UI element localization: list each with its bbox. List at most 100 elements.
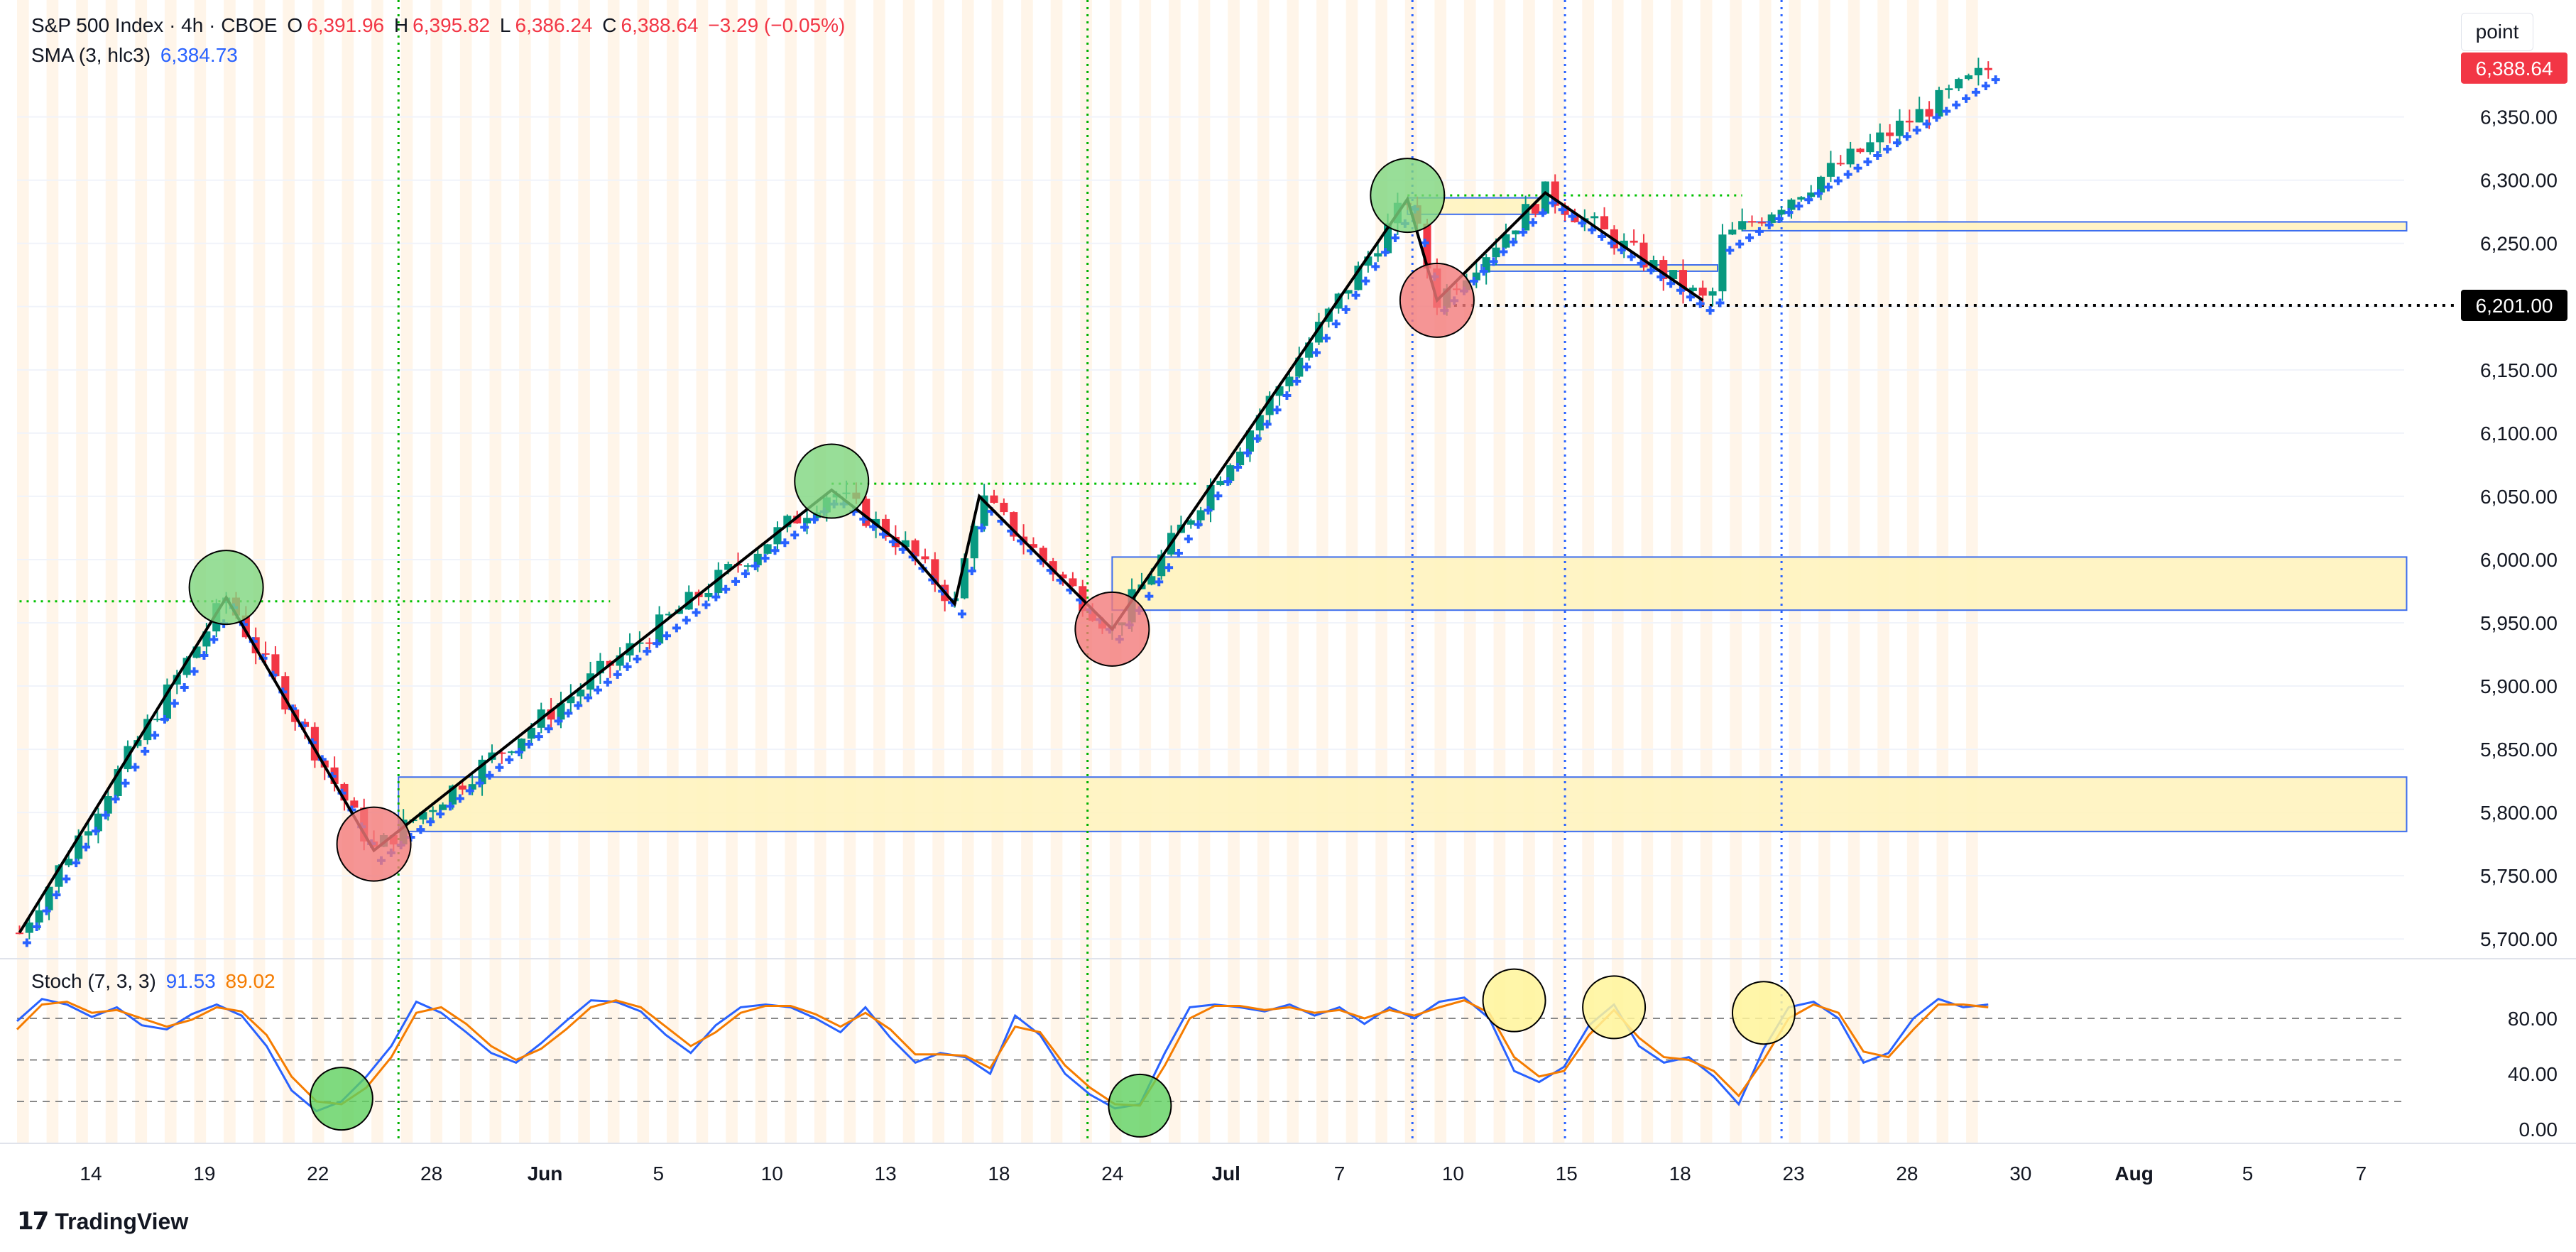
sma-cross — [1420, 239, 1429, 248]
candle-body — [1039, 548, 1047, 562]
sma-cross — [1745, 233, 1754, 242]
price-tick-label: 6,100.00 — [2480, 423, 2558, 445]
point-button[interactable]: point — [2461, 13, 2533, 51]
candle-body — [1945, 88, 1953, 90]
sma-cross — [1351, 290, 1360, 300]
candle-body — [1797, 197, 1806, 200]
sma-cross — [62, 874, 71, 883]
candle-body — [1157, 554, 1166, 577]
sma-cross — [1883, 145, 1892, 154]
session-stripe — [430, 0, 442, 1143]
price-axis[interactable]: 5,700.00 5,750.00 5,800.00 5,850.00 5,900.00… — [2461, 52, 2567, 1141]
time-tick-label: 24 — [1101, 1163, 1123, 1185]
sma-cross — [967, 566, 976, 575]
open-label: O — [287, 14, 303, 36]
sma-cross — [485, 771, 494, 780]
candle-body — [1826, 163, 1835, 177]
candle-body — [1059, 574, 1067, 579]
sma-cross — [22, 938, 31, 947]
session-stripe — [902, 0, 915, 1143]
candle-body — [1787, 200, 1796, 210]
symbol-name[interactable]: S&P 500 Index · 4h · CBOE — [31, 14, 278, 36]
time-tick-label: 7 — [2356, 1163, 2367, 1185]
candle-body — [1630, 240, 1638, 243]
sma-cross — [1912, 126, 1921, 135]
time-tick-label: 28 — [1896, 1163, 1918, 1185]
open-value: 6,391.96 — [307, 14, 385, 36]
supply-demand-zones — [398, 197, 2408, 832]
session-stripe — [637, 0, 650, 1143]
candle-body — [1245, 430, 1255, 452]
stoch-low-circle — [309, 1067, 373, 1131]
tradingview-logo[interactable]: 𝟭𝟳 TradingView — [17, 1207, 188, 1236]
time-axis[interactable]: 14 19 22 28 Jun 5 10 13 18 24 Jul 7 10 15 18 23 28 30 Aug 5… — [0, 1143, 2576, 1185]
sma-cross — [1657, 272, 1666, 281]
candle-body — [1688, 288, 1697, 291]
sma-cross — [524, 740, 533, 749]
sma-cross — [702, 600, 711, 609]
candle-body — [94, 813, 102, 832]
sma-cross — [1715, 298, 1725, 307]
time-tick-label: Jul — [1211, 1163, 1240, 1185]
sma-cross — [1233, 462, 1243, 472]
sma-cross — [1843, 170, 1852, 179]
stoch-header[interactable]: Stoch (7, 3, 3) 91.53 89.02 — [31, 970, 280, 993]
sma-cross — [42, 906, 51, 915]
candle-body — [1747, 221, 1757, 223]
sma-cross — [1499, 247, 1508, 256]
candle-body — [714, 570, 723, 593]
sma-cross — [1696, 299, 1705, 308]
candle-body — [1659, 260, 1668, 280]
candle-body — [655, 614, 664, 644]
stoch-tick-label: 0.00 — [2519, 1118, 2558, 1141]
sma-cross — [1509, 237, 1518, 246]
high-value: 6,395.82 — [413, 14, 491, 36]
candle-body — [1876, 132, 1884, 143]
sma-cross — [131, 763, 140, 772]
sma-label: SMA (3, hlc3) — [31, 44, 151, 66]
sma-cross — [1331, 320, 1341, 329]
sma-cross — [1666, 279, 1676, 288]
sma-cross — [1578, 219, 1587, 228]
last-price-label: 6,388.64 — [2476, 58, 2553, 80]
candle-body — [1974, 67, 1982, 76]
price-tick-label: 5,750.00 — [2480, 865, 2558, 887]
candle-body — [635, 642, 644, 644]
time-tick-label: 18 — [988, 1163, 1010, 1185]
sma-cross — [672, 624, 681, 633]
stoch-d-value: 89.02 — [225, 970, 275, 992]
candle-body — [1216, 481, 1225, 486]
sma-cross — [1469, 276, 1478, 285]
candle-body — [1551, 181, 1559, 206]
candle-body — [1846, 148, 1855, 165]
sma-header[interactable]: SMA (3, hlc3) 6,384.73 — [31, 44, 242, 67]
sma-cross — [1922, 119, 1931, 129]
candle-body — [1531, 204, 1540, 214]
sma-cross — [584, 693, 593, 702]
sma-cross — [1184, 534, 1193, 543]
stoch-tick-label: 80.00 — [2508, 1008, 2558, 1030]
sma-cross — [1784, 208, 1794, 217]
sma-cross — [82, 842, 91, 851]
candle-body — [1236, 451, 1245, 466]
candle-body — [202, 631, 211, 647]
session-stripe — [548, 0, 561, 1143]
sma-cross — [721, 584, 731, 594]
candle-body — [1738, 221, 1747, 230]
sma-cross — [809, 515, 819, 524]
time-tick-label: 13 — [875, 1163, 897, 1185]
vertical-marker-lines — [397, 0, 1783, 1143]
price-tick-label: 6,000.00 — [2480, 549, 2558, 571]
sma-cross — [190, 667, 199, 676]
session-stripe — [844, 0, 856, 1143]
sma-cross — [1341, 305, 1350, 314]
time-tick-label: 23 — [1782, 1163, 1804, 1185]
candle-body — [1255, 415, 1264, 431]
stoch-high-circle — [1582, 975, 1647, 1040]
zone-box — [398, 776, 2408, 832]
candle-body — [1384, 223, 1392, 254]
sma-cross — [977, 523, 986, 533]
candle-body — [931, 559, 939, 585]
candle-body — [753, 553, 762, 566]
